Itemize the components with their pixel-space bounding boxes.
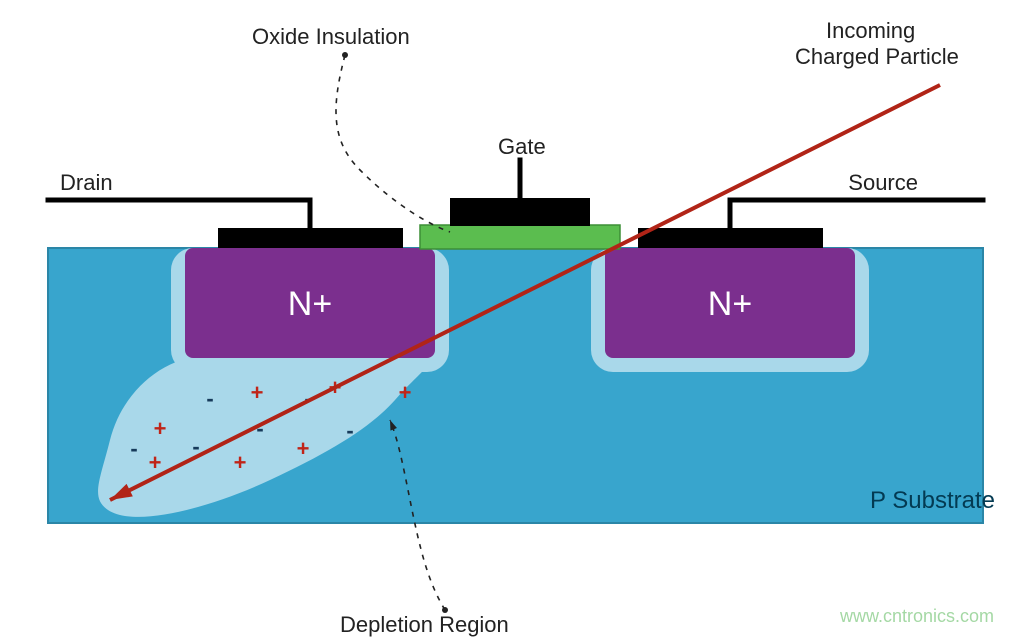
oxide-insulation [420,225,620,249]
charge-plus-4: + [297,436,310,461]
drain-label: Drain [60,170,113,195]
source-contact [638,228,823,248]
oxide-label: Oxide Insulation [252,24,410,49]
charge-plus-6: + [399,380,412,405]
incoming-label-2: Charged Particle [795,44,959,69]
gate-metal [450,198,590,226]
depletion-label: Depletion Region [340,612,509,637]
incoming-label-1: Incoming [826,18,915,43]
nwell-label-source: N+ [708,285,752,323]
charge-plus-0: + [154,416,167,441]
charge-plus-3: + [234,450,247,475]
watermark: www.cntronics.com [839,606,994,626]
charge-plus-2: + [251,380,264,405]
gate-label: Gate [498,134,546,159]
source-label: Source [848,170,918,195]
nwell-label-drain: N+ [288,285,332,323]
oxide-leader [336,55,450,232]
p-substrate-label: P Substrate [870,487,995,514]
drain-contact [218,228,403,248]
oxide-leader-dot [342,52,348,58]
charge-minus-1: - [206,386,213,411]
charge-minus-5: - [346,418,353,443]
charge-minus-0: - [130,436,137,461]
charge-plus-1: + [149,450,162,475]
